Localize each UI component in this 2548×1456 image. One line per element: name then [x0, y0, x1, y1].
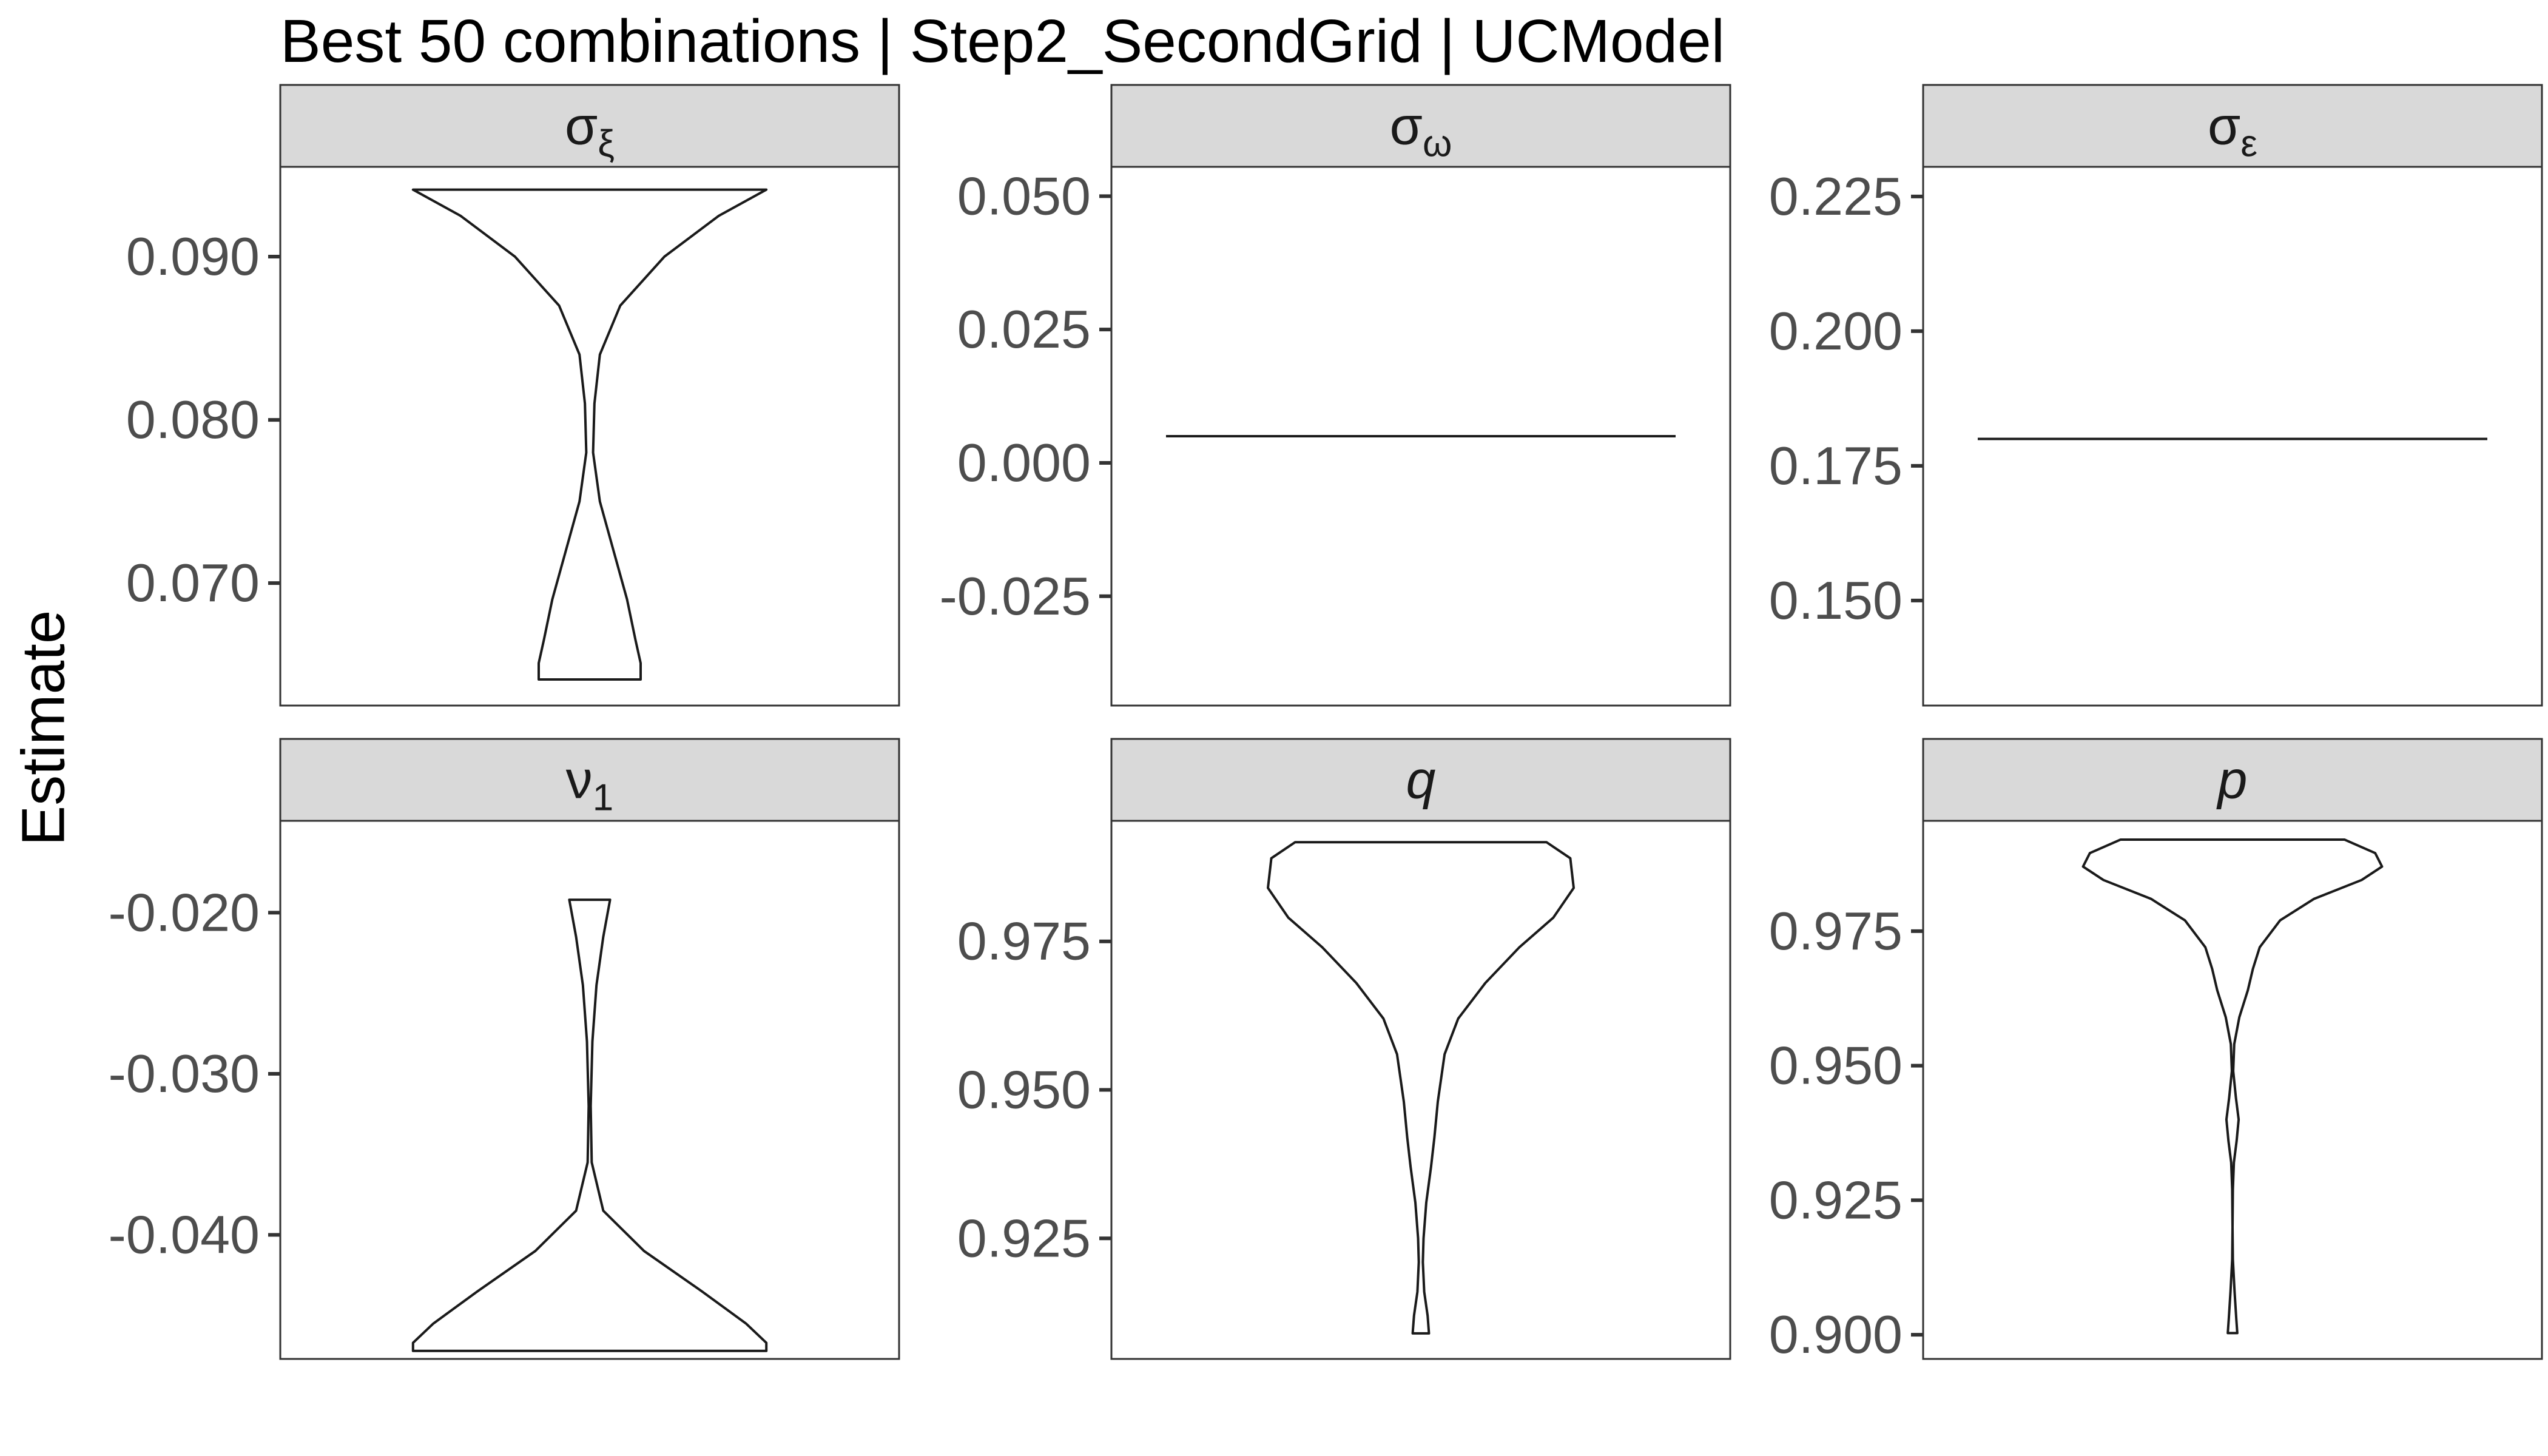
y-tick-label: 0.175: [1769, 436, 1903, 496]
violin-shape: [411, 188, 768, 681]
violin-shape: [1267, 841, 1575, 1335]
facet-strip: [1110, 738, 1731, 822]
y-tick-label: 0.225: [1769, 166, 1903, 226]
y-tick-label: -0.040: [108, 1205, 260, 1265]
facet-strip: [1922, 84, 2543, 168]
y-tick-label: 0.925: [1769, 1170, 1903, 1230]
y-tick-label: 0.070: [126, 553, 260, 613]
y-tick-label: 0.975: [957, 911, 1091, 971]
facet-panel-sigma_xi: σξ 0.070 0.080 0.090: [126, 84, 900, 707]
y-tick-label: 0.090: [126, 226, 260, 286]
facet-strip: [1922, 738, 2543, 822]
facet-strip-label: q: [1406, 750, 1436, 810]
y-tick-label: 0.950: [1769, 1036, 1903, 1096]
facet-panel-p: p 0.900 0.925 0.950 0.975: [1769, 738, 2543, 1364]
y-tick-label: -0.020: [108, 882, 260, 942]
y-tick-label: 0.925: [957, 1208, 1091, 1268]
y-tick-label: 0.975: [1769, 901, 1903, 961]
y-tick-label: 0.025: [957, 299, 1091, 359]
panel-frame: [1922, 820, 2543, 1360]
y-tick-label: -0.030: [108, 1043, 260, 1104]
facet-panel-sigma_epsilon: σε 0.150 0.175 0.200 0.225: [1769, 84, 2543, 707]
y-tick-label: 0.000: [957, 433, 1091, 493]
y-tick-label: 0.050: [957, 166, 1091, 226]
facet-strip-label: ν1: [566, 750, 613, 819]
y-tick-label: 0.150: [1769, 570, 1903, 630]
y-tick-label: 0.080: [126, 389, 260, 450]
facet-panel-nu_1: ν1 -0.040 -0.030 -0.020: [108, 738, 900, 1360]
panel-frame: [1922, 166, 2543, 707]
facet-panel-q: q 0.925 0.950 0.975: [957, 738, 1731, 1360]
chart-title: Best 50 combinations | Step2_SecondGrid …: [280, 7, 1725, 75]
violin-shape: [411, 898, 768, 1352]
panel-frame: [279, 820, 900, 1360]
facet-strip: [1110, 84, 1731, 168]
facet-strip-label: σω: [1390, 96, 1452, 165]
facet-strip: [279, 738, 900, 822]
facet-strip-label: σξ: [565, 96, 615, 165]
y-tick-label: -0.025: [939, 566, 1091, 626]
violin-shape: [2081, 838, 2384, 1335]
facet-strip-label: p: [2216, 750, 2248, 810]
y-tick-label: 0.200: [1769, 301, 1903, 361]
panel-frame: [1110, 820, 1731, 1360]
y-tick-label: 0.950: [957, 1060, 1091, 1120]
facet-strip: [279, 84, 900, 168]
facet-panel-sigma_omega: σω -0.025 0.000 0.025 0.050: [939, 84, 1731, 707]
panel-frame: [279, 166, 900, 707]
facet-strip-label: σε: [2208, 96, 2257, 165]
y-tick-label: 0.900: [1769, 1304, 1903, 1364]
